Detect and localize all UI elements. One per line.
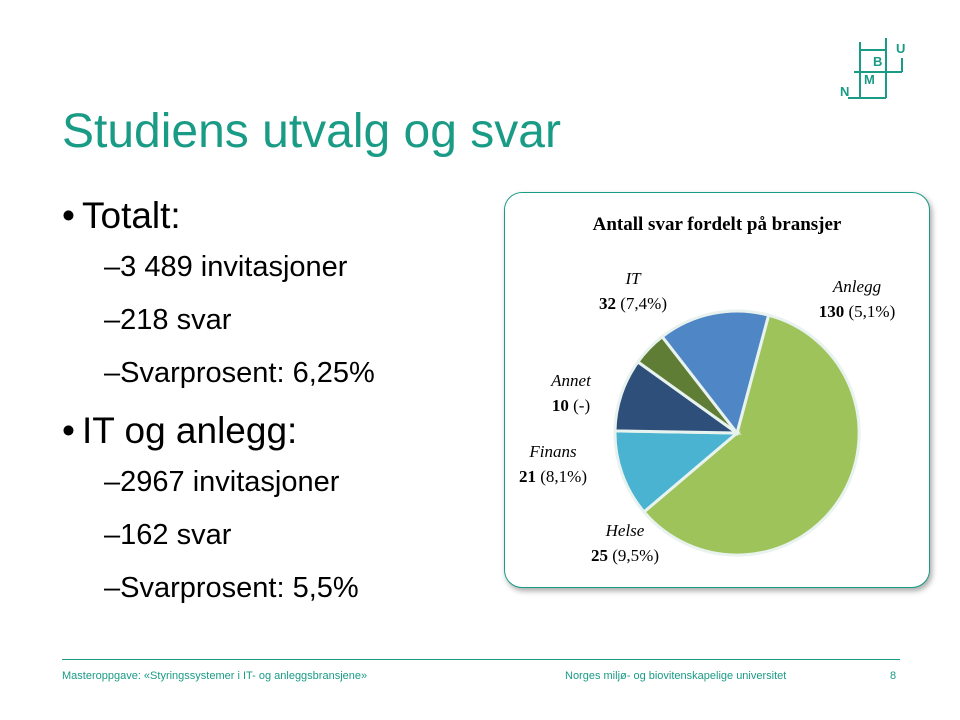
logo-letter-u: U [896,41,905,56]
slice-label-value: 10 (-) [552,396,590,415]
slice-label-name: Finans [528,442,577,461]
subitem: –3 489 invitasjoner [104,251,348,283]
footer-thesis: Masteroppgave: «Styringssystemer i IT- o… [62,670,368,682]
subitem: –162 svar [104,519,232,551]
slice-label-value: 25 (9,5%) [591,546,659,565]
subitem: –2967 invitasjoner [104,466,340,498]
subitem: –Svarprosent: 5,5% [104,572,359,604]
bullet-it-anlegg: • IT og anlegg: [62,410,502,452]
bullet-label: Totalt: [82,195,181,236]
logo-letter-m: M [864,72,875,87]
bullet-dot: • [62,195,75,236]
pie-slice-helse [613,429,742,515]
chart-title: Antall svar fordelt på bransjer [593,214,842,235]
slice-label-name: Helse [605,521,645,540]
bullet-dot: • [62,410,75,451]
page-number: 8 [890,670,897,682]
slice-label-value: 130 (5,1%) [819,302,895,321]
logo-letter-n: N [840,84,849,99]
logo-letter-b: B [873,54,882,69]
slice-label-value: 32 (7,4%) [599,294,667,313]
pie-chart: Antall svar fordelt på bransjer Anlegg 13… [519,214,895,565]
subitem: –Svarprosent: 6,25% [104,357,375,389]
slide-title: Studiens utvalg og svar [62,105,561,158]
bullet-list: • Totalt: –3 489 invitasjoner –218 svar –… [62,195,502,625]
subitem: –218 svar [104,304,232,336]
pie-slice-anlegg [641,313,861,557]
slice-label-name: Anlegg [832,277,881,296]
bullet-totalt: • Totalt: [62,195,502,237]
footer-university: Norges miljø- og biovitenskapelige unive… [565,670,787,682]
bullet-label: IT og anlegg: [82,410,298,451]
slice-label-name: IT [624,269,642,288]
pie-slice-it [660,309,771,437]
nmbu-logo: N M B U [830,38,914,102]
slice-label-value: 21 (8,1%) [519,467,587,486]
pie-chart-panel: Antall svar fordelt på bransjer Anlegg 13… [504,192,930,588]
footer-divider [62,659,900,660]
slice-label-name: Annet [550,371,592,390]
nmbu-logo-mark: N M B U [840,38,905,99]
